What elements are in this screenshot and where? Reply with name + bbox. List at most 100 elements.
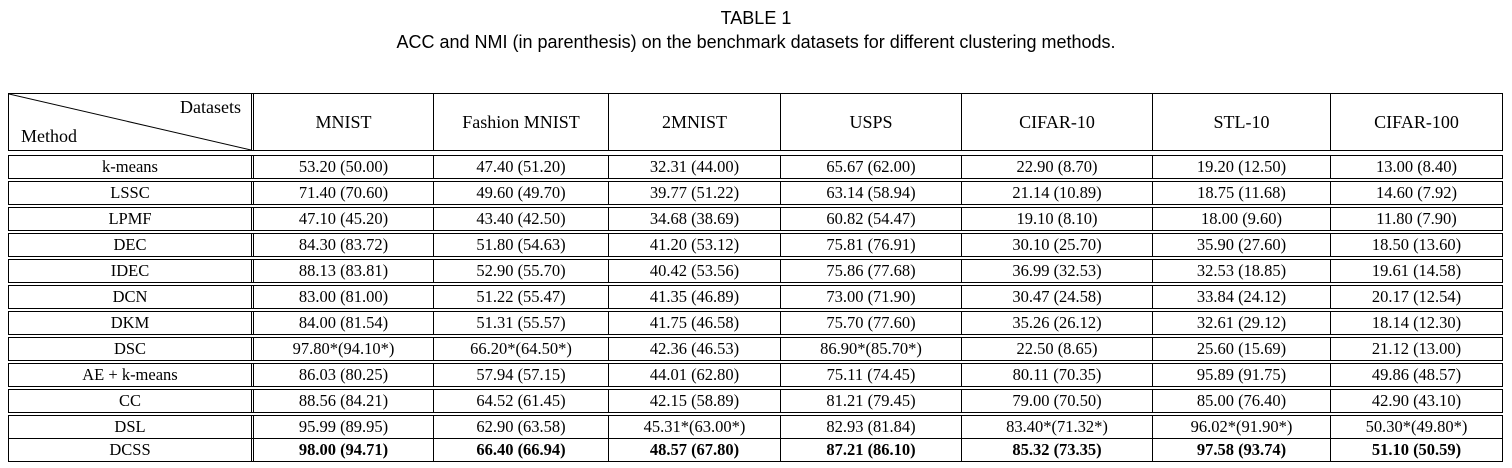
- value-cell: 14.60 (7.92): [1375, 183, 1458, 202]
- value-cell: 42.15 (58.89): [609, 390, 781, 412]
- value-cell: 79.00 (70.50): [962, 390, 1153, 412]
- table-header-row: Datasets Method MNIST Fashion MNIST 2MNIST US…: [8, 93, 1503, 151]
- value-cell: 39.77 (51.22): [609, 182, 781, 204]
- value-cell: 21.12 (13.00): [1371, 339, 1462, 358]
- table-title: TABLE 1: [720, 8, 792, 28]
- value-cell: 41.20 (53.12): [609, 234, 781, 256]
- value-cell: 19.61 (14.58): [1371, 261, 1462, 280]
- value-cell: 81.21 (79.45): [781, 390, 962, 412]
- value-cell: 86.90*(85.70*): [781, 338, 962, 360]
- value-cell: 32.61 (29.12): [1153, 312, 1331, 334]
- row-box: AE + k-means 86.03 (80.25) 57.94 (57.15) 44…: [8, 363, 1503, 387]
- value-cell: 75.70 (77.60): [781, 312, 962, 334]
- column-header-label: 2MNIST: [661, 111, 727, 132]
- value-cell: 25.60 (15.69): [1153, 338, 1331, 360]
- row-box: LSSC 71.40 (70.60) 49.60 (49.70) 39.77 (51.…: [8, 181, 1503, 205]
- value-cell: 62.90 (63.58): [434, 416, 609, 438]
- method-cell: CC: [9, 390, 254, 412]
- method-cell: DSC: [9, 338, 254, 360]
- column-header: Fashion MNIST: [434, 94, 609, 150]
- column-header-label: CIFAR-100: [1374, 111, 1459, 132]
- method-cell: DCN: [9, 286, 254, 308]
- value-cell: 51.31 (55.57): [434, 312, 609, 334]
- value-cell: 47.40 (51.20): [434, 156, 609, 178]
- value-cell: 20.17 (12.54): [1371, 287, 1462, 306]
- value-cell: 48.57 (67.80): [609, 439, 781, 461]
- column-header-label: USPS: [849, 111, 893, 132]
- value-cell: 36.99 (32.53): [962, 260, 1153, 282]
- value-cell: 33.84 (24.12): [1153, 286, 1331, 308]
- method-cell: DEC: [9, 234, 254, 256]
- column-header-label: STL-10: [1213, 111, 1270, 132]
- value-cell: 52.90 (55.70): [434, 260, 609, 282]
- table-row: IDEC 88.13 (83.81) 52.90 (55.70) 40.42 (53.…: [9, 260, 1502, 282]
- row-box: LPMF 47.10 (45.20) 43.40 (42.50) 34.68 (38.…: [8, 207, 1503, 231]
- table-row: AE + k-means 86.03 (80.25) 57.94 (57.15) 44…: [9, 364, 1502, 386]
- column-header-label: Fashion MNIST: [462, 111, 580, 132]
- value-cell: 45.31*(63.00*): [609, 416, 781, 438]
- table-row: DSL 95.99 (89.95) 62.90 (63.58) 45.31*(63.0…: [9, 416, 1502, 439]
- table-caption: TABLE 1 ACC and NMI (in parenthesis) on …: [0, 6, 1512, 55]
- value-cell: 40.42 (53.56): [609, 260, 781, 282]
- column-header: CIFAR-10: [962, 94, 1153, 150]
- row-box: DCN 83.00 (81.00) 51.22 (55.47) 41.35 (46.8…: [8, 285, 1503, 309]
- row-box: CC 88.56 (84.21) 64.52 (61.45) 42.15 (58.89…: [8, 389, 1503, 413]
- value-cell: 49.86 (48.57): [1371, 365, 1462, 384]
- value-cell: 44.01 (62.80): [609, 364, 781, 386]
- table-row: DEC 84.30 (83.72) 51.80 (54.63) 41.20 (53.1…: [9, 234, 1502, 256]
- value-cell: 75.86 (77.68): [781, 260, 962, 282]
- row-box: DKM 84.00 (81.54) 51.31 (55.57) 41.75 (46.5…: [8, 311, 1503, 335]
- value-cell: 51.80 (54.63): [434, 234, 609, 256]
- value-cell: 41.35 (46.89): [609, 286, 781, 308]
- method-cell: LSSC: [9, 182, 254, 204]
- value-cell: 32.31 (44.00): [609, 156, 781, 178]
- column-header-label: MNIST: [315, 111, 372, 132]
- value-cell: 84.30 (83.72): [254, 234, 434, 256]
- value-cell: 19.10 (8.10): [962, 208, 1153, 230]
- value-cell: 49.60 (49.70): [434, 182, 609, 204]
- diagonal-line: [9, 94, 251, 150]
- value-cell: 75.81 (76.91): [781, 234, 962, 256]
- value-cell: 63.14 (58.94): [781, 182, 962, 204]
- method-cell: DCSS: [9, 439, 254, 461]
- value-cell: 50.30*(49.80*): [1365, 417, 1468, 436]
- footer-box: DSL 95.99 (89.95) 62.90 (63.58) 45.31*(63.0…: [8, 415, 1503, 462]
- value-cell: 88.56 (84.21): [254, 390, 434, 412]
- row-box: DEC 84.30 (83.72) 51.80 (54.63) 41.20 (53.1…: [8, 233, 1503, 257]
- value-cell: 47.10 (45.20): [254, 208, 434, 230]
- value-cell: 51.22 (55.47): [434, 286, 609, 308]
- value-cell: 66.20*(64.50*): [434, 338, 609, 360]
- method-cell: DSL: [9, 416, 254, 438]
- table-row: DCN 83.00 (81.00) 51.22 (55.47) 41.35 (46.8…: [9, 286, 1502, 308]
- table-row: CC 88.56 (84.21) 64.52 (61.45) 42.15 (58.89…: [9, 390, 1502, 412]
- value-cell: 64.52 (61.45): [434, 390, 609, 412]
- column-header: 2MNIST: [609, 94, 781, 150]
- value-cell: 13.00 (8.40): [1375, 157, 1458, 176]
- results-table: Datasets Method MNIST Fashion MNIST 2MNIST US…: [8, 93, 1503, 462]
- value-cell: 35.90 (27.60): [1153, 234, 1331, 256]
- table-row: DCSS 98.00 (94.71) 66.40 (66.94) 48.57 (67.…: [9, 439, 1502, 461]
- column-header: CIFAR-100: [1331, 94, 1502, 150]
- table-subtitle: ACC and NMI (in parenthesis) on the benc…: [396, 32, 1116, 52]
- value-cell: 60.82 (54.47): [781, 208, 962, 230]
- value-cell: 88.13 (83.81): [254, 260, 434, 282]
- value-cell: 18.50 (13.60): [1371, 235, 1462, 254]
- method-cell: LPMF: [9, 208, 254, 230]
- value-cell: 35.26 (26.12): [962, 312, 1153, 334]
- value-cell: 30.47 (24.58): [962, 286, 1153, 308]
- method-cell: AE + k-means: [9, 364, 254, 386]
- value-cell: 11.80 (7.90): [1376, 209, 1457, 228]
- value-cell: 22.50 (8.65): [962, 338, 1153, 360]
- value-cell: 18.14 (12.30): [1371, 313, 1462, 332]
- value-cell: 96.02*(91.90*): [1153, 416, 1331, 438]
- value-cell: 86.03 (80.25): [254, 364, 434, 386]
- corner-cell: Datasets Method: [9, 94, 254, 150]
- value-cell: 42.36 (46.53): [609, 338, 781, 360]
- value-cell: 73.00 (71.90): [781, 286, 962, 308]
- value-cell: 85.32 (73.35): [962, 439, 1153, 461]
- table-row: LPMF 47.10 (45.20) 43.40 (42.50) 34.68 (38.…: [9, 208, 1502, 230]
- value-cell: 97.80*(94.10*): [254, 338, 434, 360]
- value-cell: 75.11 (74.45): [781, 364, 962, 386]
- value-cell: 95.99 (89.95): [254, 416, 434, 438]
- value-cell: 87.21 (86.10): [781, 439, 962, 461]
